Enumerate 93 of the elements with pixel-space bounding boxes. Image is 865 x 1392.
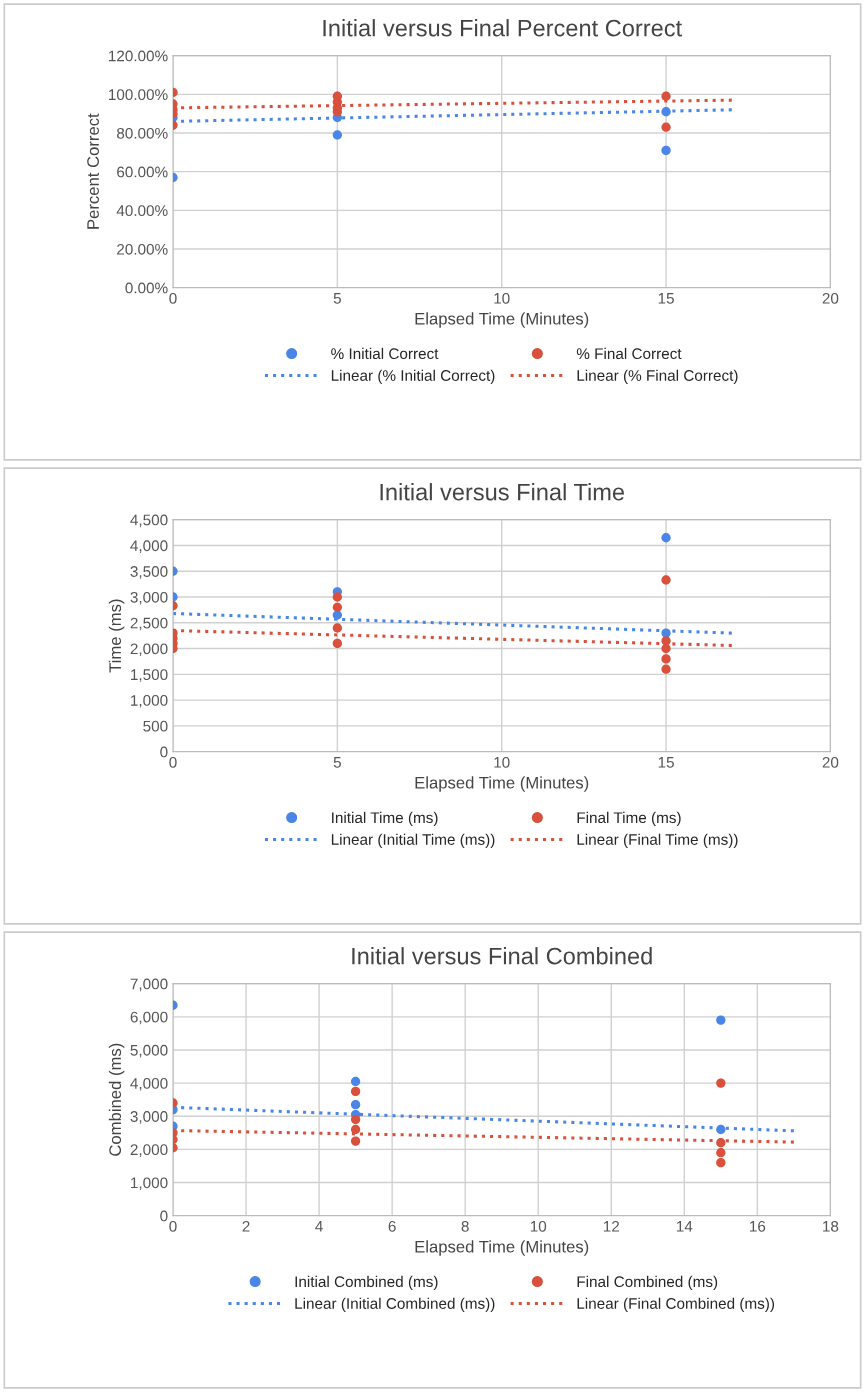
point [661,107,671,117]
point [350,1124,361,1135]
x-tick-label: 14 [676,1221,693,1232]
x-tick-label: 10 [530,1220,547,1232]
x-axis-title: Elapsed Time (Minutes) [415,1240,589,1256]
x-tick-label: 18 [823,1220,839,1232]
x-tick-label: 20 [822,292,839,304]
legend-label: % Final Correct [576,347,682,360]
x-tick-label: 10 [494,756,510,768]
chart-title: Initial versus Final Time [380,483,624,501]
y-tick-label: 40.00% [116,205,168,217]
x-tick-label: 5 [333,293,341,304]
y-tick-label: 80.00% [116,127,168,139]
y-tick-label: 4,000 [130,540,168,553]
point [716,1124,726,1135]
point [350,1114,361,1125]
y-tick-label: 20.00% [117,243,168,255]
x-tick-label: 0 [169,756,177,768]
y-tick-label: 120.00% [108,50,168,62]
y-tick-label: 0 [160,746,168,758]
y-tick-label: 7,000 [130,978,168,992]
legend-label: Linear (Initial Combined (ms)) [295,1297,495,1312]
point [350,1136,361,1146]
y-tick-label: 3,000 [130,1111,168,1124]
y-tick-label: 100.00% [108,89,168,101]
point [661,91,671,101]
point [661,533,671,543]
x-tick-label: 5 [333,757,341,768]
y-tick-label: 4,500 [130,514,168,528]
point [350,1099,361,1110]
y-tick-label: 0.00% [125,282,168,294]
y-tick-label: 4,000 [130,1077,168,1091]
y-tick-label: 500 [143,720,168,732]
x-tick-label: 2 [242,1220,250,1232]
x-tick-label: 4 [315,1221,323,1232]
x-tick-label: 0 [169,1220,177,1232]
y-tick-label: 3,000 [130,591,168,605]
point [350,1076,361,1087]
x-tick-label: 10 [494,292,510,304]
chart-title: Initial versus Final Percent Correct [323,19,682,37]
point [661,643,671,654]
x-tick-label: 6 [388,1220,396,1232]
y-axis-title: Percent Correct [87,113,99,229]
point [661,575,671,585]
legend-label: Linear (Initial Time (ms)) [331,833,495,848]
y-tick-label: 5,000 [130,1044,168,1058]
x-tick-label: 15 [658,293,674,304]
point [332,638,343,649]
point [661,636,671,646]
x-tick-label: 0 [169,292,177,304]
point [716,1138,726,1148]
x-tick-label: 8 [461,1220,469,1232]
point [661,654,671,664]
legend-label: Linear (Final Time (ms)) [577,833,738,848]
point [716,1078,726,1088]
y-tick-label: 2,500 [130,617,168,631]
chart-title: Initial versus Final Combined [352,947,652,965]
point [350,1086,361,1097]
point [716,1157,726,1168]
point [661,122,671,132]
legend-label: % Initial Correct [331,347,439,360]
legend-label: Initial Combined (ms) [295,1275,438,1291]
legend-label: Final Time (ms) [577,811,681,827]
y-tick-label: 2,000 [130,1144,168,1157]
y-tick-label: 1,000 [131,694,168,708]
y-tick-label: 1,500 [131,669,168,682]
legend-label: Initial Time (ms) [332,811,438,827]
point [716,1015,726,1025]
point [332,592,343,602]
x-tick-label: 20 [822,756,839,768]
y-tick-label: 0 [160,1210,168,1222]
point [661,145,671,156]
legend-label: Final Combined (ms) [577,1275,718,1291]
x-axis-title: Elapsed Time (Minutes) [415,776,589,792]
y-tick-label: 3,500 [130,566,168,579]
point [332,130,343,140]
point [332,623,343,633]
point [661,664,671,674]
y-axis-title: Combined (ms) [108,1043,125,1156]
x-axis-title: Elapsed Time (Minutes) [415,312,589,328]
legend-label: Linear (% Initial Correct) [331,369,495,384]
y-tick-label: 60.00% [117,166,168,178]
y-tick-label: 1,000 [131,1177,168,1191]
y-tick-label: 6,000 [130,1011,168,1025]
x-tick-label: 12 [603,1220,619,1232]
x-tick-label: 16 [750,1220,766,1232]
legend-label: Linear (Final Combined (ms)) [577,1297,775,1312]
x-tick-label: 15 [658,757,674,768]
y-tick-label: 2,000 [130,643,168,657]
legend-label: Linear (% Final Correct) [577,369,738,384]
y-axis-title: Time (ms) [108,599,125,673]
point [332,602,343,612]
point [716,1148,726,1158]
